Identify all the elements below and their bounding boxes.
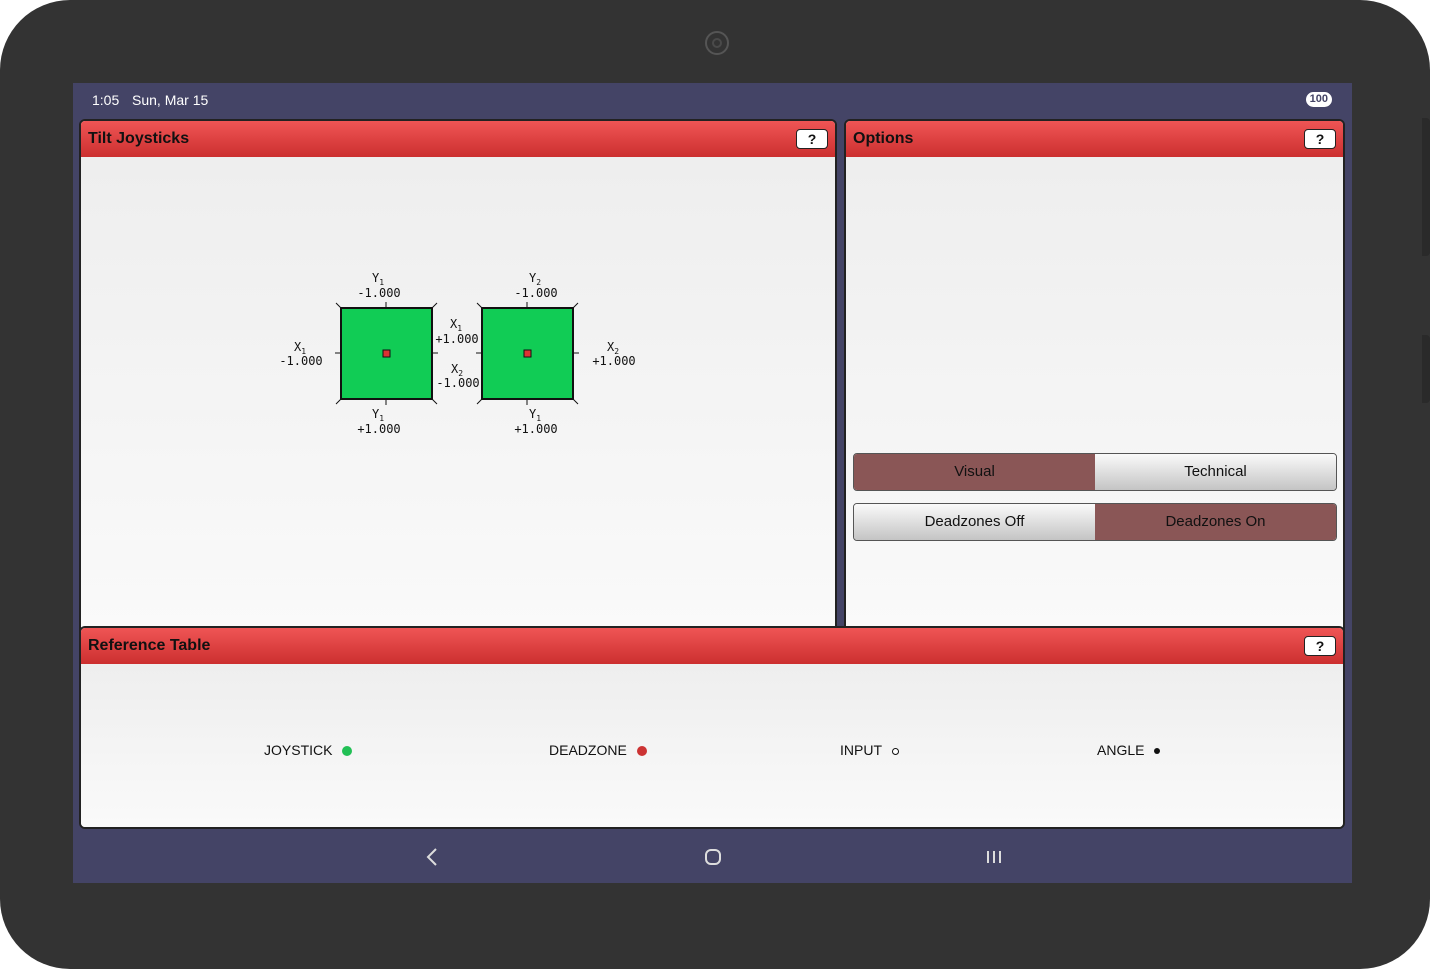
joystick-1-top-value: -1.000 <box>357 286 400 300</box>
legend-label: INPUT <box>840 742 882 758</box>
legend-angle: ANGLE <box>1097 742 1161 758</box>
deadzone-toggle: Deadzones Off Deadzones On <box>853 503 1337 541</box>
deadzones-on-button[interactable]: Deadzones On <box>1095 504 1336 540</box>
angle-dot-icon <box>1154 748 1161 755</box>
panel-header: Reference Table ? <box>81 628 1343 664</box>
visual-button[interactable]: Visual <box>854 454 1095 490</box>
panel-header: Options ? <box>846 121 1343 157</box>
joystick-1-right-axis: X1 <box>450 317 462 333</box>
recents-icon[interactable] <box>985 849 1003 865</box>
battery-icon: 100 <box>1305 92 1332 107</box>
joystick-2-right-axis: X2 <box>607 340 619 356</box>
joystick-dot-icon <box>342 746 353 757</box>
legend-label: ANGLE <box>1097 742 1145 758</box>
joystick-1-left-value: -1.000 <box>279 354 322 368</box>
joystick-1-top-axis: Y1 <box>372 271 384 287</box>
back-icon[interactable] <box>425 847 439 867</box>
legend-label: DEADZONE <box>549 742 627 758</box>
help-button[interactable]: ? <box>796 129 828 149</box>
navigation-bar <box>73 831 1352 883</box>
joystick-2-bottom-value: +1.000 <box>514 422 557 436</box>
options-panel: Options ? Visual Technical Deadzones Off… <box>844 119 1345 639</box>
input-dot-icon <box>892 747 899 755</box>
joystick-1-left-axis: X1 <box>294 340 306 356</box>
joystick-2-left-axis: X2 <box>451 362 463 378</box>
legend-deadzone: DEADZONE <box>549 742 647 758</box>
home-icon[interactable] <box>704 848 722 866</box>
joystick-2-left-value: -1.000 <box>436 376 479 390</box>
panel-title: Reference Table <box>88 637 211 654</box>
joystick-2-top-axis: Y2 <box>529 271 541 287</box>
joystick-1-right-value: +1.000 <box>435 332 478 346</box>
power-button <box>1422 335 1430 403</box>
joystick-1-bottom-value: +1.000 <box>357 422 400 436</box>
status-bar: 1:05 Sun, Mar 15 100 <box>73 83 1352 117</box>
help-button[interactable]: ? <box>1304 129 1336 149</box>
joystick-1[interactable] <box>335 302 438 405</box>
options-body: Visual Technical Deadzones Off Deadzones… <box>846 157 1343 637</box>
deadzones-off-button[interactable]: Deadzones Off <box>854 504 1095 540</box>
joystick-2-top-value: -1.000 <box>514 286 557 300</box>
deadzone-dot-icon <box>636 746 647 757</box>
screen: 1:05 Sun, Mar 15 100 Tilt Joysticks ? <box>73 83 1352 883</box>
status-date: Sun, Mar 15 <box>132 92 209 108</box>
panel-header: Tilt Joysticks ? <box>81 121 835 157</box>
technical-button[interactable]: Technical <box>1095 454 1336 490</box>
volume-button <box>1422 118 1430 256</box>
reference-table-panel: Reference Table ? JOYSTICK DEADZONE INPU… <box>79 626 1345 829</box>
panel-title: Options <box>853 130 914 147</box>
joystick-2-bottom-axis: Y1 <box>529 407 541 423</box>
legend-joystick: JOYSTICK <box>264 742 353 758</box>
mode-toggle: Visual Technical <box>853 453 1337 491</box>
reference-body: JOYSTICK DEADZONE INPUT ANGLE <box>81 664 1343 827</box>
joystick-area: Y1 -1.000 Y1 +1.000 X1 -1.000 X1 +1.000 <box>81 157 835 637</box>
camera-icon <box>705 31 729 55</box>
joystick-1-bottom-axis: Y1 <box>372 407 384 423</box>
tilt-joysticks-panel: Tilt Joysticks ? <box>79 119 837 639</box>
joystick-1-deadzone <box>382 349 391 358</box>
panel-title: Tilt Joysticks <box>88 130 190 147</box>
status-time: 1:05 <box>92 92 120 108</box>
help-button[interactable]: ? <box>1304 636 1336 656</box>
joystick-2-right-value: +1.000 <box>592 354 635 368</box>
legend-label: JOYSTICK <box>264 742 333 758</box>
joystick-diagram: Y1 -1.000 Y1 +1.000 X1 -1.000 X1 +1.000 <box>279 271 635 436</box>
joystick-2-deadzone <box>523 349 532 358</box>
joystick-2[interactable] <box>476 302 579 405</box>
legend-input: INPUT <box>840 742 899 758</box>
